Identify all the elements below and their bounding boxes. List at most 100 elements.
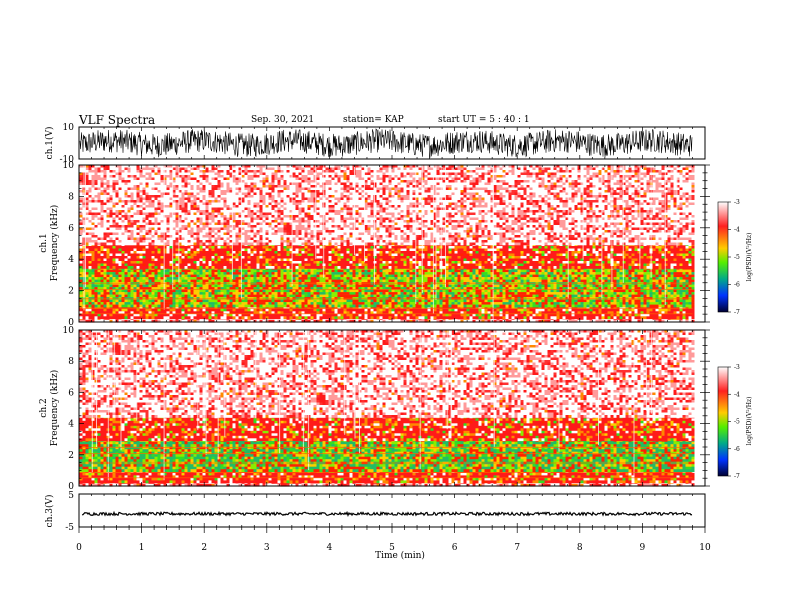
spectrogram-cell [319, 299, 323, 303]
spectrogram-cell [274, 279, 278, 283]
spectrogram-cell [469, 289, 473, 293]
spectrogram-cell [385, 319, 389, 323]
spectrogram-cell [187, 304, 191, 308]
spectrogram-cell [592, 292, 596, 295]
spectrogram-cell [379, 319, 383, 323]
spectrogram-cell [514, 272, 518, 275]
spectrogram-cell [394, 299, 398, 303]
spectrogram-cell [193, 269, 197, 273]
spectrogram-cell [178, 299, 182, 303]
spectrogram-cell [637, 269, 641, 273]
spectrogram-cell [424, 279, 428, 283]
spectrogram-cell [652, 302, 656, 305]
spectrogram-cell [334, 308, 338, 312]
spectrogram-cell [445, 272, 449, 275]
spectrogram-cell [475, 289, 479, 293]
spectrogram-cell [337, 311, 341, 315]
spectrogram-cell [388, 274, 392, 278]
spectrogram-cell [313, 306, 317, 310]
spectrogram-cell [238, 302, 242, 305]
spectrogram-cell [319, 304, 323, 308]
spectrogram-cell [478, 319, 482, 323]
spectrogram-cell [115, 287, 119, 290]
spectrogram-cell [625, 292, 629, 295]
spectrogram-cell [157, 277, 161, 280]
spectrogram-cell [442, 302, 446, 305]
spectrogram-cell [385, 304, 389, 308]
spectrogram-cell [568, 299, 572, 303]
spectrogram-cell [562, 287, 566, 290]
spectrogram-cell [436, 316, 440, 320]
spectrogram-cell [478, 292, 482, 295]
spectrogram-cell [682, 279, 686, 283]
spectrogram-cell [385, 299, 389, 303]
spectrogram-cell [406, 274, 410, 278]
spectrogram-cell [463, 289, 467, 293]
spectrogram-cell [499, 274, 503, 278]
spectrogram-cell [154, 284, 158, 288]
spectrogram-cell [532, 302, 536, 305]
ch1-waveform-line [79, 128, 693, 158]
spectrogram-cell [640, 272, 644, 275]
spectrogram-cell [487, 274, 491, 278]
spectrogram-cell [604, 308, 608, 312]
spectrogram-cell [187, 299, 191, 303]
spectrogram-cell [685, 299, 689, 303]
spectrogram-cell [196, 272, 200, 275]
spectrogram-cell [316, 277, 320, 280]
spectrogram-cell [85, 289, 89, 293]
spectrogram-cell [574, 277, 578, 280]
spectrogram-cell [331, 284, 335, 288]
spectrogram-cell [208, 316, 212, 320]
spectrogram-cell [193, 313, 197, 317]
spectrogram-cell [220, 304, 224, 308]
spectrogram-cell [268, 313, 272, 317]
spectrogram-cell [667, 277, 671, 280]
spectrogram-cell [112, 289, 116, 293]
spectrogram-cell [487, 316, 491, 320]
spectrogram-cell [514, 294, 518, 298]
spectrogram-cell [184, 308, 188, 312]
spectrogram-cell [310, 284, 314, 288]
spectrogram-cell [112, 292, 116, 295]
spectrogram-cell [397, 284, 401, 288]
spectrogram-cell [574, 302, 578, 305]
spectrogram-cell [169, 294, 173, 298]
ch1-waveform-panel: 10 -10 ch.1(V) [44, 123, 706, 165]
spectrogram-cell [583, 302, 587, 305]
spectrogram-cell [688, 302, 692, 305]
spectrogram-cell [100, 308, 104, 312]
spectrogram-cell [490, 316, 494, 320]
spectrogram-cell [106, 316, 110, 320]
spectrogram-cell [172, 308, 176, 312]
spectrogram-cell [469, 319, 473, 323]
spectrogram-cell [322, 316, 326, 320]
spectrogram-cell [619, 299, 623, 303]
spectrogram-cell [469, 306, 473, 310]
spectrogram-cell [565, 292, 569, 295]
spectrogram-cell [124, 299, 128, 303]
spectrogram-cell [316, 292, 320, 295]
spectrogram-cell [568, 284, 572, 288]
spectrogram-cell [256, 302, 260, 305]
spectrogram-cell [97, 284, 101, 288]
spectrogram-cell [331, 274, 335, 278]
spectrogram-cell [529, 274, 533, 278]
spectrogram-cell [664, 311, 668, 315]
spectrogram-cell [190, 289, 194, 293]
spectrogram-cell [424, 294, 428, 298]
spectrogram-cell [385, 277, 389, 280]
spectrogram-cell [115, 302, 119, 305]
spectrogram-cell [106, 287, 110, 290]
spectrogram-cell [691, 297, 695, 300]
spectrogram-cell [628, 274, 632, 278]
spectrogram-cell [328, 316, 332, 320]
spectrogram-cell [301, 316, 305, 320]
spectrogram-cell [262, 277, 266, 280]
spectrogram-cell [406, 287, 410, 290]
spectrogram-cell [586, 274, 590, 278]
spectrogram-cell [511, 294, 515, 298]
spectrogram-cell [643, 302, 647, 305]
spectrogram-cell [631, 313, 635, 317]
spectrogram-cell [397, 277, 401, 280]
